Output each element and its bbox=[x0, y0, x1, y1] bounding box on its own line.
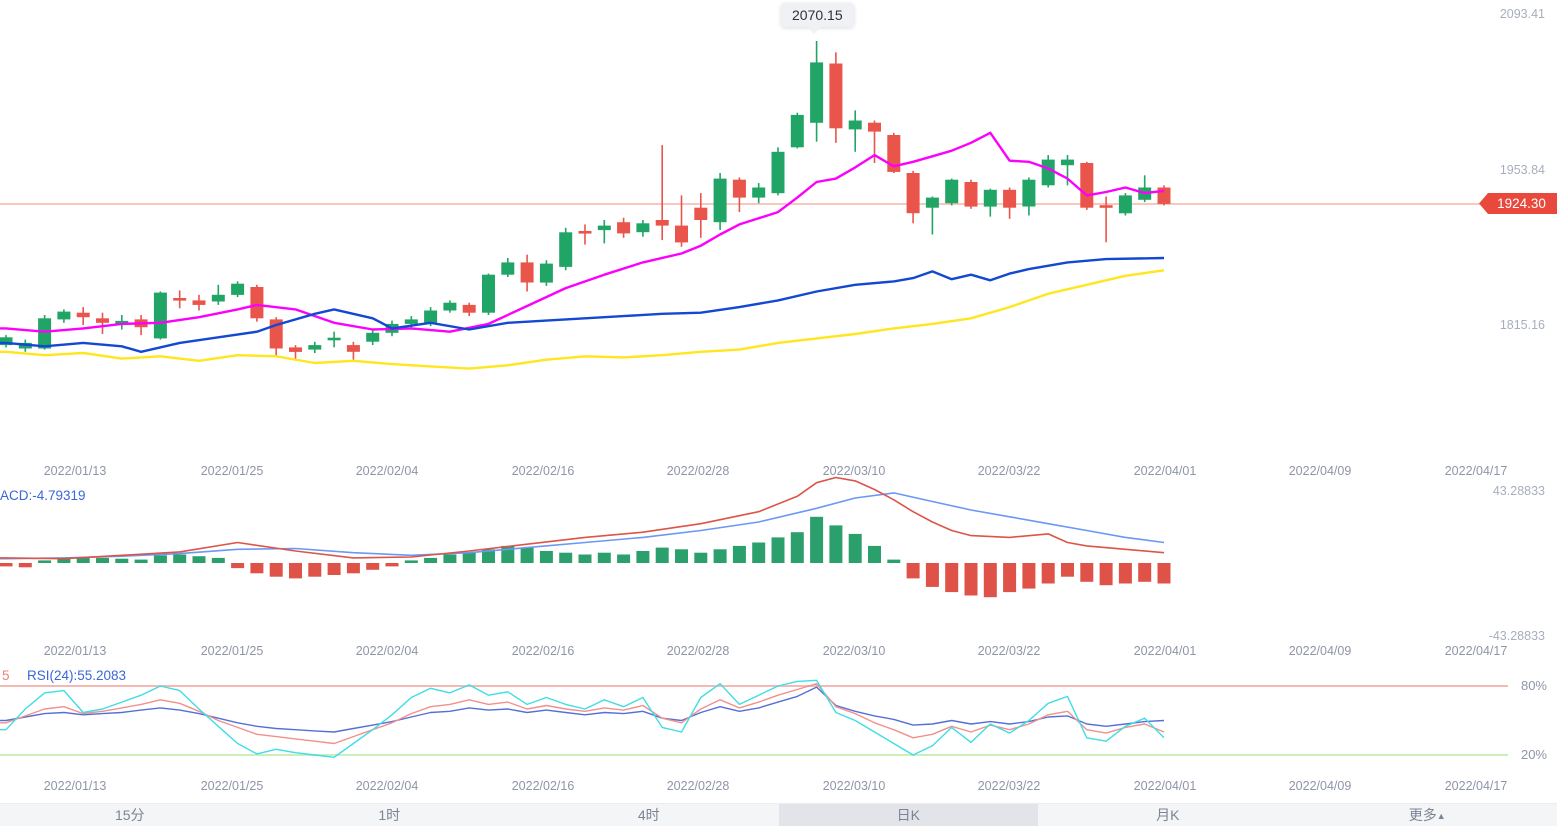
tab-label: 月K bbox=[1156, 807, 1180, 823]
tab-label: 1时 bbox=[378, 807, 401, 823]
price-axis-label: 2093.41 bbox=[1499, 7, 1545, 21]
rsi-indicator-label[interactable]: RSI(24):55.2083 bbox=[27, 668, 127, 683]
timeframe-tabbar: 15分 1时 4时 日K 月K 更多▲ bbox=[0, 803, 1557, 826]
tab-monthly[interactable]: 月K bbox=[1038, 804, 1298, 826]
tab-label: 15分 bbox=[114, 807, 145, 823]
rsi-upper-bound-label: 80% bbox=[1520, 678, 1547, 693]
rsi-lower-bound-label: 20% bbox=[1520, 747, 1547, 762]
rsi12-value-fragment: 5 bbox=[2, 668, 10, 683]
price-axis-label: 1953.84 bbox=[1499, 163, 1545, 177]
tab-15min[interactable]: 15分 bbox=[0, 804, 260, 826]
kline-chart-canvas[interactable] bbox=[0, 0, 1557, 803]
tab-4h[interactable]: 4时 bbox=[519, 804, 779, 826]
high-price-tooltip: 2070.15 bbox=[781, 3, 854, 34]
price-axis-label: 1815.16 bbox=[1499, 318, 1545, 332]
tab-label: 更多 bbox=[1408, 807, 1437, 823]
macd-indicator-label[interactable]: ACD:-4.79319 bbox=[0, 488, 86, 503]
tab-more[interactable]: 更多▲ bbox=[1298, 804, 1557, 826]
tab-label: 日K bbox=[896, 807, 920, 823]
tab-1h[interactable]: 1时 bbox=[260, 804, 520, 826]
triangle-up-icon: ▲ bbox=[1436, 811, 1446, 821]
macd-axis-min-label: -43.28833 bbox=[1488, 629, 1545, 643]
tab-daily[interactable]: 日K bbox=[778, 804, 1038, 826]
tab-label: 4时 bbox=[637, 807, 660, 823]
current-price-tag: 1924.30 bbox=[1479, 193, 1557, 214]
macd-axis-max-label: 43.28833 bbox=[1492, 484, 1545, 498]
